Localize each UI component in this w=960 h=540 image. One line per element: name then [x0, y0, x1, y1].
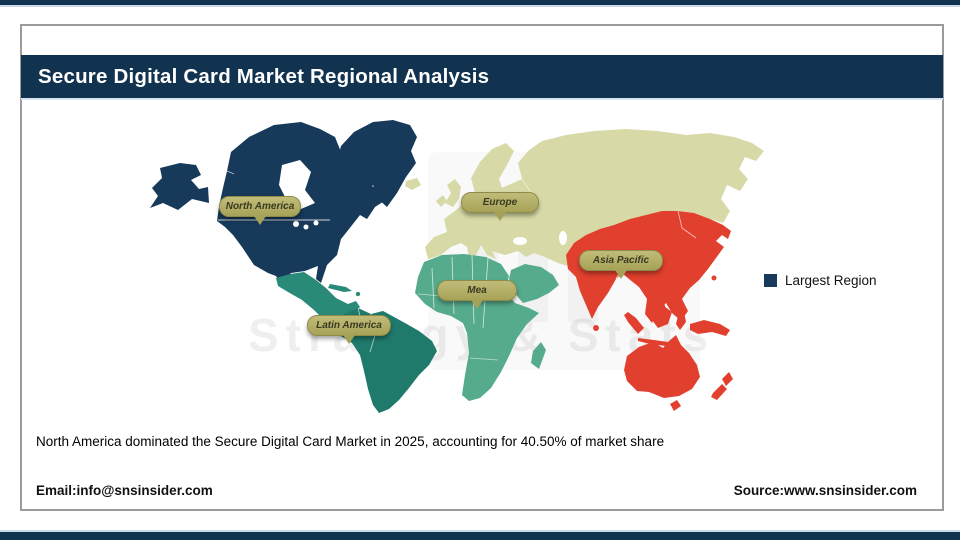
map-label-mea: Mea — [437, 280, 517, 309]
title-bar-accent-line — [21, 98, 943, 100]
region-asia-pacific — [566, 210, 733, 411]
world-map — [150, 120, 764, 413]
map-label-europe: Europe — [461, 192, 539, 221]
top-border-band — [0, 0, 960, 5]
title-bar: Secure Digital Card Market Regional Anal… — [21, 55, 943, 98]
region-latin-america — [276, 272, 437, 413]
map-label-latin-america-text: Latin America — [316, 320, 382, 331]
map-label-latin-america: Latin America — [307, 315, 391, 344]
map-label-europe-text: Europe — [482, 197, 518, 208]
footer-source: Source:www.snsinsider.com — [733, 483, 917, 498]
footer-email: Email:info@snsinsider.com — [36, 483, 213, 498]
map-label-asia-pacific-text: Asia Pacific — [592, 255, 650, 266]
page-title: Secure Digital Card Market Regional Anal… — [38, 64, 490, 88]
region-north-america — [150, 120, 417, 284]
legend-label: Largest Region — [785, 273, 877, 288]
map-label-north-america: North America — [219, 196, 301, 225]
map-label-mea-text: Mea — [467, 285, 487, 296]
region-mea — [415, 254, 559, 401]
map-label-asia-pacific: Asia Pacific — [579, 250, 663, 279]
bottom-border-band — [0, 532, 960, 540]
legend: Largest Region — [764, 273, 877, 288]
top-accent-line — [0, 5, 960, 7]
legend-swatch-square — [764, 274, 777, 287]
market-share-caption: North America dominated the Secure Digit… — [36, 434, 665, 449]
bottom-accent-line — [0, 530, 960, 532]
map-label-north-america-text: North America — [225, 201, 295, 212]
region-europe — [405, 129, 764, 267]
